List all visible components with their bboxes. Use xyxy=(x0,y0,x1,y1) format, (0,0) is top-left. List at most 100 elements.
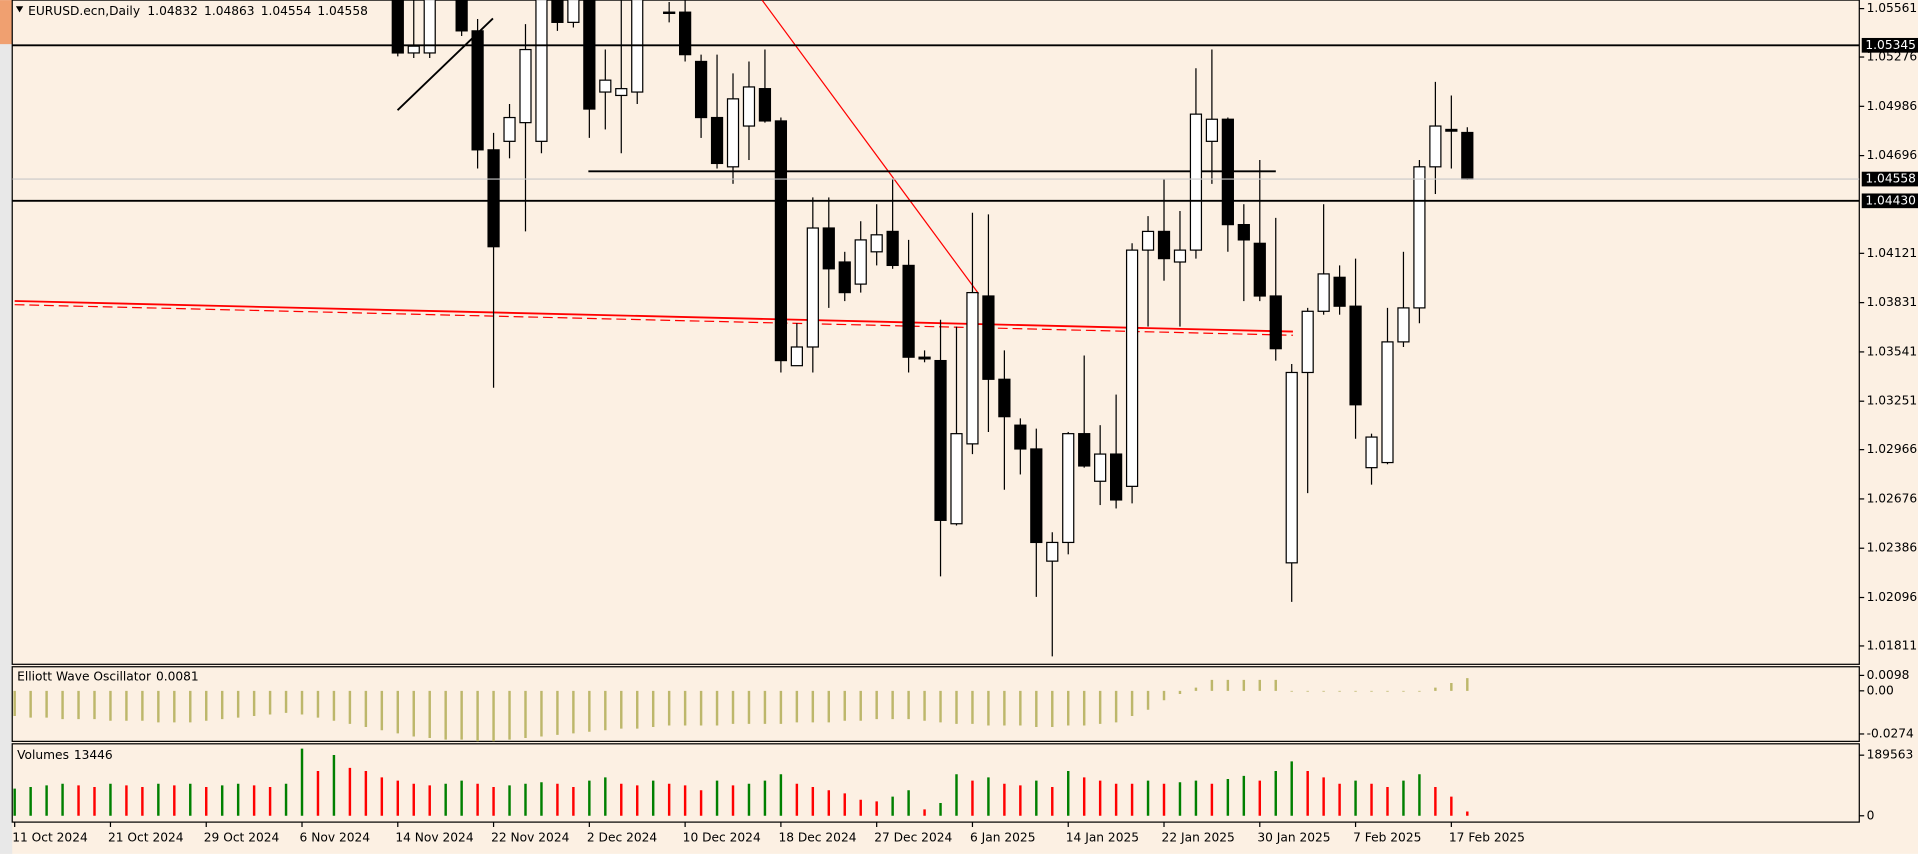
y-tick-label: 1.04696 xyxy=(1867,148,1918,162)
candle-body xyxy=(1125,249,1139,487)
candle-body xyxy=(1413,166,1426,309)
candle-body xyxy=(774,120,788,362)
candle-body xyxy=(663,11,676,15)
y-tick-label: 1.04986 xyxy=(1867,99,1918,113)
candle-body xyxy=(1397,307,1410,343)
candle-body xyxy=(1189,113,1203,251)
y-tick-label: 1.05561 xyxy=(1867,1,1918,15)
candle-body xyxy=(966,291,979,445)
y-tick-label: 1.02386 xyxy=(1867,541,1918,555)
candle-body xyxy=(742,86,756,127)
y-tick-label: -0.0274 xyxy=(1867,726,1914,740)
candle-body xyxy=(822,227,835,270)
y-tick-label: 0.00 xyxy=(1867,683,1894,697)
candle-body xyxy=(1141,230,1155,251)
candle-body xyxy=(615,88,628,97)
level-label: 1.05345 xyxy=(1865,38,1916,52)
candle-body xyxy=(998,378,1011,418)
level-label: 1.04430 xyxy=(1865,193,1916,207)
oscillator-name: Elliott Wave Oscillator xyxy=(17,669,152,683)
left-strip xyxy=(0,0,13,854)
candle-body xyxy=(934,359,947,521)
candle-body xyxy=(726,98,740,168)
price-label-box xyxy=(1861,171,1918,187)
candle-body xyxy=(583,0,596,110)
y-tick-label: 1.04121 xyxy=(1867,246,1918,260)
open-value: 1.04832 xyxy=(147,4,198,18)
x-tick-label: 21 Oct 2024 xyxy=(108,831,184,845)
x-tick-label: 11 Oct 2024 xyxy=(12,831,88,845)
x-tick-label: 14 Jan 2025 xyxy=(1066,831,1139,845)
x-tick-label: 6 Jan 2025 xyxy=(970,831,1035,845)
price-label: 1.04558 xyxy=(1865,172,1916,186)
candle-body xyxy=(838,261,851,294)
candle-body xyxy=(1253,242,1266,297)
candle-body xyxy=(487,149,500,248)
low-value: 1.04554 xyxy=(261,4,312,18)
candle-body xyxy=(503,116,516,142)
x-tick-label: 10 Dec 2024 xyxy=(683,831,761,845)
x-tick-label: 2 Dec 2024 xyxy=(587,831,658,845)
candle-body xyxy=(918,356,931,360)
candle-body xyxy=(790,346,803,367)
x-tick-label: 17 Feb 2025 xyxy=(1449,831,1525,845)
candle-body xyxy=(854,239,867,285)
level-label-box xyxy=(1861,37,1918,53)
left-strip-top xyxy=(0,0,13,45)
candle-body xyxy=(1349,305,1362,406)
y-tick-label: 0.0098 xyxy=(1867,668,1910,682)
candle-body xyxy=(806,227,819,348)
candle-body xyxy=(1429,125,1442,168)
candle-body xyxy=(1173,249,1187,263)
candle-body xyxy=(1062,433,1075,544)
candle-body xyxy=(1365,436,1378,469)
candle-body xyxy=(1333,276,1346,307)
x-tick-label: 27 Dec 2024 xyxy=(874,831,952,845)
y-tick-label: 1.03831 xyxy=(1867,295,1918,309)
volume-name: Volumes xyxy=(17,747,69,761)
candle-body xyxy=(950,433,963,525)
axes: 1.05561 1.05276 1.04986 1.04696 1.04121 1.038… xyxy=(12,1,1918,844)
candle-body xyxy=(1157,230,1171,260)
y-tick-label: 1.02676 xyxy=(1867,491,1918,505)
oscillator-panel xyxy=(11,666,1860,742)
level-label-box xyxy=(1861,193,1918,209)
y-tick-label: 1.03541 xyxy=(1867,344,1918,358)
candle-body xyxy=(551,0,564,23)
y-tick-label: 1.02966 xyxy=(1867,442,1918,456)
y-tick-label: 1.05276 xyxy=(1867,50,1918,64)
candle-body xyxy=(599,79,612,93)
moving-average xyxy=(14,300,1293,333)
candle-body xyxy=(471,30,484,151)
close-value: 1.04558 xyxy=(317,4,368,18)
candle-body xyxy=(679,11,692,56)
y-tick-label: 0 xyxy=(1867,808,1875,822)
candles xyxy=(12,0,1860,657)
main-panel xyxy=(11,0,1860,665)
x-tick-label: 6 Nov 2024 xyxy=(300,831,371,845)
candle-body xyxy=(1078,433,1091,467)
candle-body xyxy=(982,295,995,380)
candle-body xyxy=(1269,295,1282,350)
x-tick-label: 30 Jan 2025 xyxy=(1257,831,1330,845)
candle-body xyxy=(1046,541,1059,562)
chart-header: EURUSD.ecn,Daily 1.04832 1.04863 1.04554 1.0… xyxy=(28,4,368,18)
candle-body xyxy=(902,264,915,358)
candle-body xyxy=(1461,131,1474,180)
x-tick-label: 22 Nov 2024 xyxy=(491,831,569,845)
candle-body xyxy=(1381,341,1394,464)
high-value: 1.04863 xyxy=(204,4,255,18)
candle-body xyxy=(1301,310,1314,374)
candle-body xyxy=(1014,424,1027,450)
volume-title: Volumes 13446 xyxy=(17,747,113,761)
candle-body xyxy=(1317,273,1330,312)
volume-bars xyxy=(13,748,1469,816)
x-tick-label: 22 Jan 2025 xyxy=(1162,831,1235,845)
symbol: EURUSD.ecn,Daily xyxy=(28,4,140,18)
x-tick-label: 18 Dec 2024 xyxy=(778,831,856,845)
x-tick-label: 14 Nov 2024 xyxy=(395,831,473,845)
y-tick-label: 1.03251 xyxy=(1867,394,1918,408)
candle-body xyxy=(407,45,420,54)
